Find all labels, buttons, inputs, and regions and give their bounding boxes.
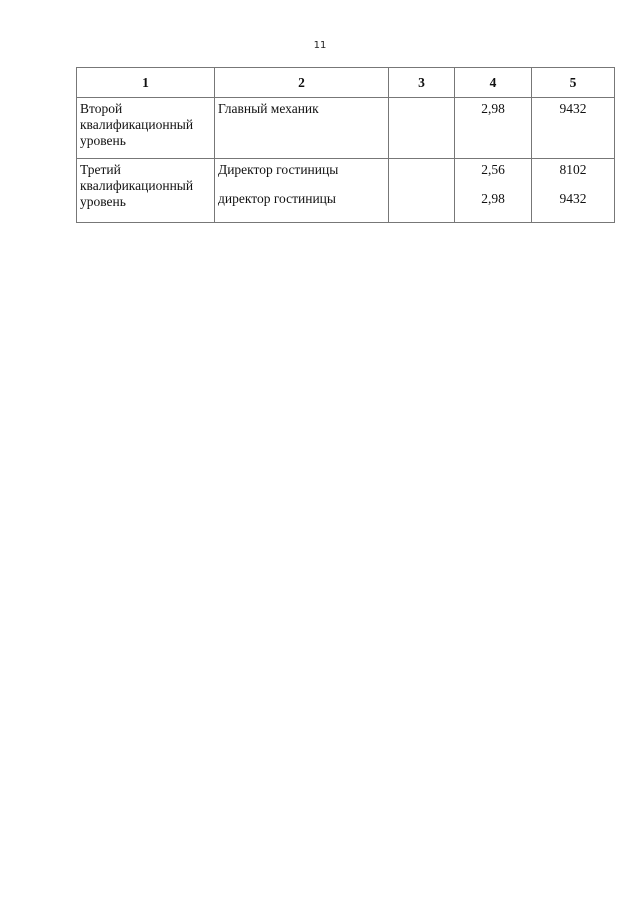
salary: 9432: [559, 191, 587, 206]
column-header: 1: [76, 67, 215, 98]
position-cell: Главный механик: [214, 97, 389, 159]
position: директор гостиницы: [218, 191, 336, 206]
coefficient: 2,56: [481, 162, 505, 177]
salary-cell: 8102 9432: [531, 158, 615, 223]
position: Директор гостиницы: [218, 162, 339, 177]
coefficient: 2,98: [481, 101, 505, 116]
salary: 8102: [559, 162, 587, 177]
salary: 9432: [559, 101, 587, 116]
col3-cell: [388, 158, 455, 223]
coefficient-cell: 2,56 2,98: [454, 158, 532, 223]
coefficient: 2,98: [481, 191, 505, 206]
col3-cell: [388, 97, 455, 159]
page-number: 11: [313, 40, 327, 51]
table-row: Второй квалификационный уровень Главный …: [76, 97, 615, 159]
qualification-table: 1 2 3 4 5 Второй квалификационный уровен…: [76, 67, 615, 223]
level-cell: Третий квалификационный уровень: [76, 158, 215, 223]
column-header: 3: [388, 67, 455, 98]
coefficient-cell: 2,98: [454, 97, 532, 159]
table-header-row: 1 2 3 4 5: [76, 67, 615, 98]
position: Главный механик: [218, 101, 319, 116]
column-header: 2: [214, 67, 389, 98]
position-cell: Директор гостиницы директор гостиницы: [214, 158, 389, 223]
salary-cell: 9432: [531, 97, 615, 159]
level-cell: Второй квалификационный уровень: [76, 97, 215, 159]
column-header: 4: [454, 67, 532, 98]
column-header: 5: [531, 67, 615, 98]
table-row: Третий квалификационный уровень Директор…: [76, 158, 615, 223]
